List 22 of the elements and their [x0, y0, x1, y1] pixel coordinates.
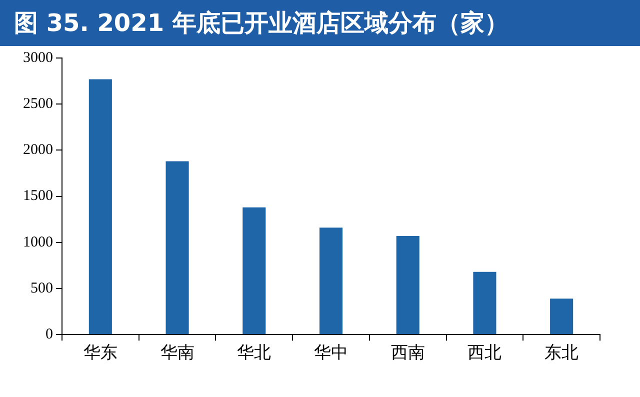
bar: [473, 272, 496, 334]
bar: [88, 79, 112, 334]
y-tick-label: 0: [46, 326, 53, 343]
bar: [166, 161, 189, 334]
bar: [242, 207, 266, 334]
y-tick-label: 1500: [23, 188, 53, 204]
x-tick-label: 华中: [314, 343, 348, 364]
x-tick-label: 华南: [160, 343, 194, 364]
bar: [550, 298, 574, 334]
x-tick-label: 东北: [544, 343, 579, 364]
bar: [319, 228, 343, 334]
chart-title: 图 35. 2021 年底已开业酒店区域分布（家）: [0, 0, 640, 46]
x-tick-label: 华东: [83, 343, 118, 364]
y-tick-label: 2500: [23, 96, 53, 112]
y-tick-label: 500: [30, 280, 53, 296]
x-tick-label: 华北: [237, 343, 272, 364]
x-tick-label: 西北: [468, 343, 502, 364]
y-tick-label: 1000: [23, 234, 53, 250]
bar: [396, 236, 420, 334]
y-tick-label: 3000: [23, 50, 53, 66]
y-tick-label: 2000: [23, 142, 53, 158]
x-tick-label: 西南: [390, 343, 425, 364]
